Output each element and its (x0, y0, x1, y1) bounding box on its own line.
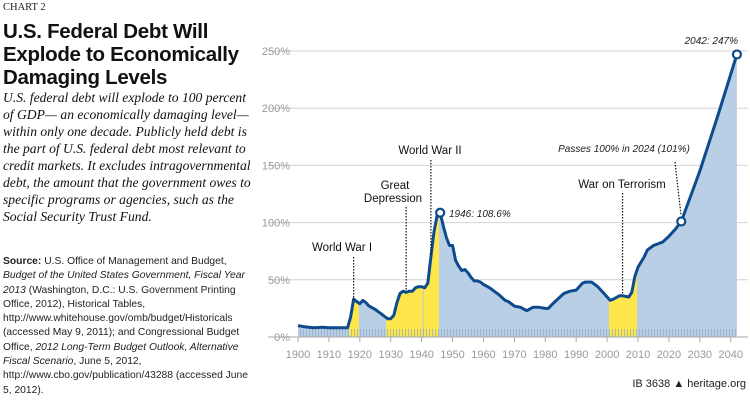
x-tick-label: 2020 (657, 349, 681, 361)
chart-kicker: CHART 2 (3, 2, 46, 13)
x-tick-label: 1910 (317, 349, 341, 361)
data-point-marker (676, 216, 687, 227)
bell-icon: ▲ (673, 378, 685, 390)
annotation-2042: 2042: 247% (684, 36, 738, 47)
y-tick-label: 250% (262, 46, 290, 58)
annotation-great-depression: Great (381, 180, 411, 192)
x-tick-label: 1930 (378, 349, 402, 361)
x-tick-label: 1940 (409, 349, 433, 361)
debt-area (298, 54, 737, 338)
x-tick-label: 1990 (564, 349, 588, 361)
data-point-marker (731, 49, 743, 60)
x-tick-label: 2040 (718, 349, 742, 361)
y-tick-label: 100% (262, 218, 290, 230)
source-note: Source: U.S. Office of Management and Bu… (3, 255, 258, 398)
annotation-2024: Passes 100% in 2024 (101%) (558, 144, 690, 155)
x-tick-label: 1980 (533, 349, 557, 361)
y-tick-label: 200% (262, 103, 290, 115)
data-point-marker (435, 207, 446, 218)
debt-line (297, 53, 739, 330)
annotation-1946: 1946: 108.6% (449, 209, 511, 220)
y-tick-label: 150% (262, 160, 290, 172)
x-tick-label: 2030 (688, 349, 712, 361)
leader-line (674, 161, 682, 216)
x-tick-label: 1960 (471, 349, 495, 361)
chart-title: U.S. Federal Debt Will Explode to Econom… (3, 20, 239, 89)
footer-site: heritage.org (687, 378, 746, 390)
source-title: 2012 Long-Term Budget Outlook, Alternati… (3, 341, 239, 368)
footer: IB 3638 ▲ heritage.org (632, 378, 746, 390)
annotation-great-depression: Depression (364, 193, 422, 205)
source-text: (Washington, D.C.: U.S. Government Print… (3, 284, 240, 353)
x-tick-label: 1970 (502, 349, 526, 361)
annotation-wwi: World War I (312, 242, 372, 254)
chart-subtitle: U.S. federal debt will explode to 100 pe… (3, 90, 251, 224)
footer-id: IB 3638 (632, 378, 671, 390)
source-title: Budget of the United States Government, … (3, 270, 245, 296)
source-text: U.S. Office of Management and Budget, (41, 256, 227, 267)
x-tick-label: 2000 (595, 349, 619, 361)
annotation-war-on-terrorism: War on Terrorism (578, 179, 666, 191)
y-tick-label: 50% (268, 275, 290, 287)
hatched-baseline (298, 329, 737, 337)
source-text: , June 5, 2012, http://www.cbo.gov/publi… (3, 356, 248, 396)
y-tick-label: 0% (274, 332, 290, 344)
annotation-wwii: World War II (398, 145, 461, 157)
x-tick-label: 1950 (440, 349, 464, 361)
x-tick-label: 1900 (286, 349, 310, 361)
source-label: Source: (3, 256, 42, 267)
x-tick-label: 2010 (626, 349, 650, 361)
x-tick-label: 1920 (348, 349, 372, 361)
